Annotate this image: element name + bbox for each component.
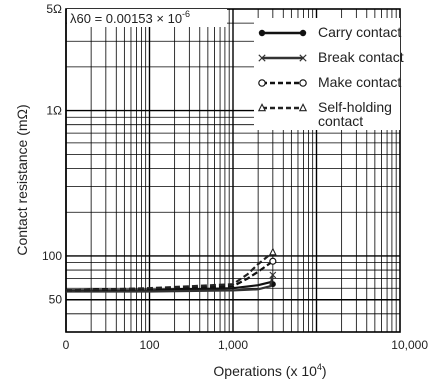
plot-frame [65,8,401,333]
grid [65,8,400,333]
x-axis-label: Operations (x 104) [213,362,326,379]
legend: Carry contact Break contact Make contact Se… [254,18,404,130]
legend-entry: Break contact [258,49,404,65]
data-point [257,103,267,112]
annotation-exponent: -6 [182,9,190,19]
annotation-text: λ60 = 0.00153 × 10-6 [70,9,190,26]
legend-label: contact [318,113,363,129]
y-tick-label: 5Ω [46,2,62,16]
y-tick-label: 100 [42,249,62,263]
y-tick-labels: 50 100 1Ω 5Ω [42,2,62,307]
x-axis-label-close: ) [322,363,327,379]
x-tick-labels: 0 100 1,000 10,000 [63,338,429,352]
data-point [269,257,277,265]
series-line [66,274,274,293]
legend-label: Break contact [318,49,404,65]
legend-entry: Make contact [258,74,401,90]
series-self-holding-contact [65,247,277,292]
data-point [268,247,277,256]
x-axis-label-exponent: 4 [317,362,322,372]
data-point [258,54,266,62]
data-point [299,54,307,62]
data-point [298,103,308,112]
legend-background [254,18,400,130]
x-tick-label: 100 [139,338,159,352]
legend-entry: Carry contact [258,24,401,40]
x-tick-label: 10,000 [391,338,428,352]
series-layer [65,247,277,293]
x-tick-label: 0 [63,338,70,352]
x-axis-label-main: Operations (x 10 [213,363,317,379]
series-break-contact [66,271,277,293]
data-point [258,79,266,87]
data-point [269,271,277,279]
data-point [299,29,307,37]
y-tick-label: 1Ω [46,104,62,118]
y-tick-label: 50 [49,293,63,307]
series-line [65,260,274,292]
data-point [258,29,266,37]
legend-label: Self-holding [318,99,392,115]
legend-label: Carry contact [318,24,401,40]
legend-label: Make contact [318,74,401,90]
annotation-background [67,9,227,27]
data-point [299,79,307,87]
x-tick-label: 1,000 [218,338,248,352]
y-axis-label: Contact resistance (mΩ) [14,104,30,255]
series-make-contact [65,257,277,292]
series-line [65,251,274,292]
annotation-main: λ60 = 0.00153 × 10 [70,11,182,26]
